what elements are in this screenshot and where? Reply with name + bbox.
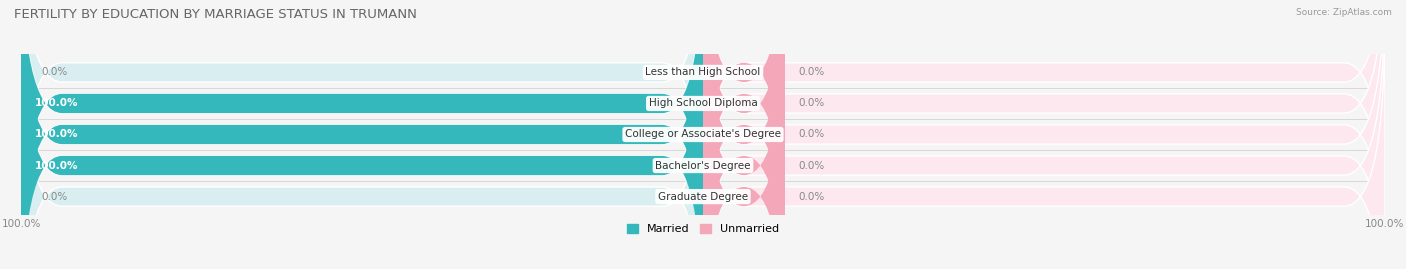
FancyBboxPatch shape	[703, 0, 1385, 269]
FancyBboxPatch shape	[703, 0, 785, 269]
Text: 0.0%: 0.0%	[799, 161, 825, 171]
Text: 100.0%: 100.0%	[35, 161, 79, 171]
Text: Bachelor's Degree: Bachelor's Degree	[655, 161, 751, 171]
FancyBboxPatch shape	[703, 0, 785, 269]
FancyBboxPatch shape	[21, 0, 703, 269]
Text: 0.0%: 0.0%	[799, 68, 825, 77]
Text: 0.0%: 0.0%	[42, 68, 67, 77]
FancyBboxPatch shape	[21, 0, 703, 269]
FancyBboxPatch shape	[21, 0, 703, 249]
FancyBboxPatch shape	[21, 20, 703, 269]
FancyBboxPatch shape	[703, 0, 1385, 269]
Text: Graduate Degree: Graduate Degree	[658, 192, 748, 201]
FancyBboxPatch shape	[703, 0, 785, 249]
Legend: Married, Unmarried: Married, Unmarried	[621, 219, 785, 239]
FancyBboxPatch shape	[21, 0, 703, 269]
Text: 0.0%: 0.0%	[799, 192, 825, 201]
FancyBboxPatch shape	[703, 0, 1385, 269]
FancyBboxPatch shape	[703, 20, 785, 269]
FancyBboxPatch shape	[21, 0, 703, 269]
FancyBboxPatch shape	[703, 20, 1385, 269]
FancyBboxPatch shape	[21, 0, 703, 269]
Text: College or Associate's Degree: College or Associate's Degree	[626, 129, 780, 140]
Text: 100.0%: 100.0%	[35, 98, 79, 108]
Text: Less than High School: Less than High School	[645, 68, 761, 77]
FancyBboxPatch shape	[703, 0, 1385, 249]
FancyBboxPatch shape	[21, 0, 703, 269]
Text: Source: ZipAtlas.com: Source: ZipAtlas.com	[1296, 8, 1392, 17]
Text: High School Diploma: High School Diploma	[648, 98, 758, 108]
Text: 100.0%: 100.0%	[35, 129, 79, 140]
Text: FERTILITY BY EDUCATION BY MARRIAGE STATUS IN TRUMANN: FERTILITY BY EDUCATION BY MARRIAGE STATU…	[14, 8, 418, 21]
FancyBboxPatch shape	[703, 0, 785, 269]
Text: 0.0%: 0.0%	[799, 129, 825, 140]
Text: 0.0%: 0.0%	[42, 192, 67, 201]
Text: 0.0%: 0.0%	[799, 98, 825, 108]
